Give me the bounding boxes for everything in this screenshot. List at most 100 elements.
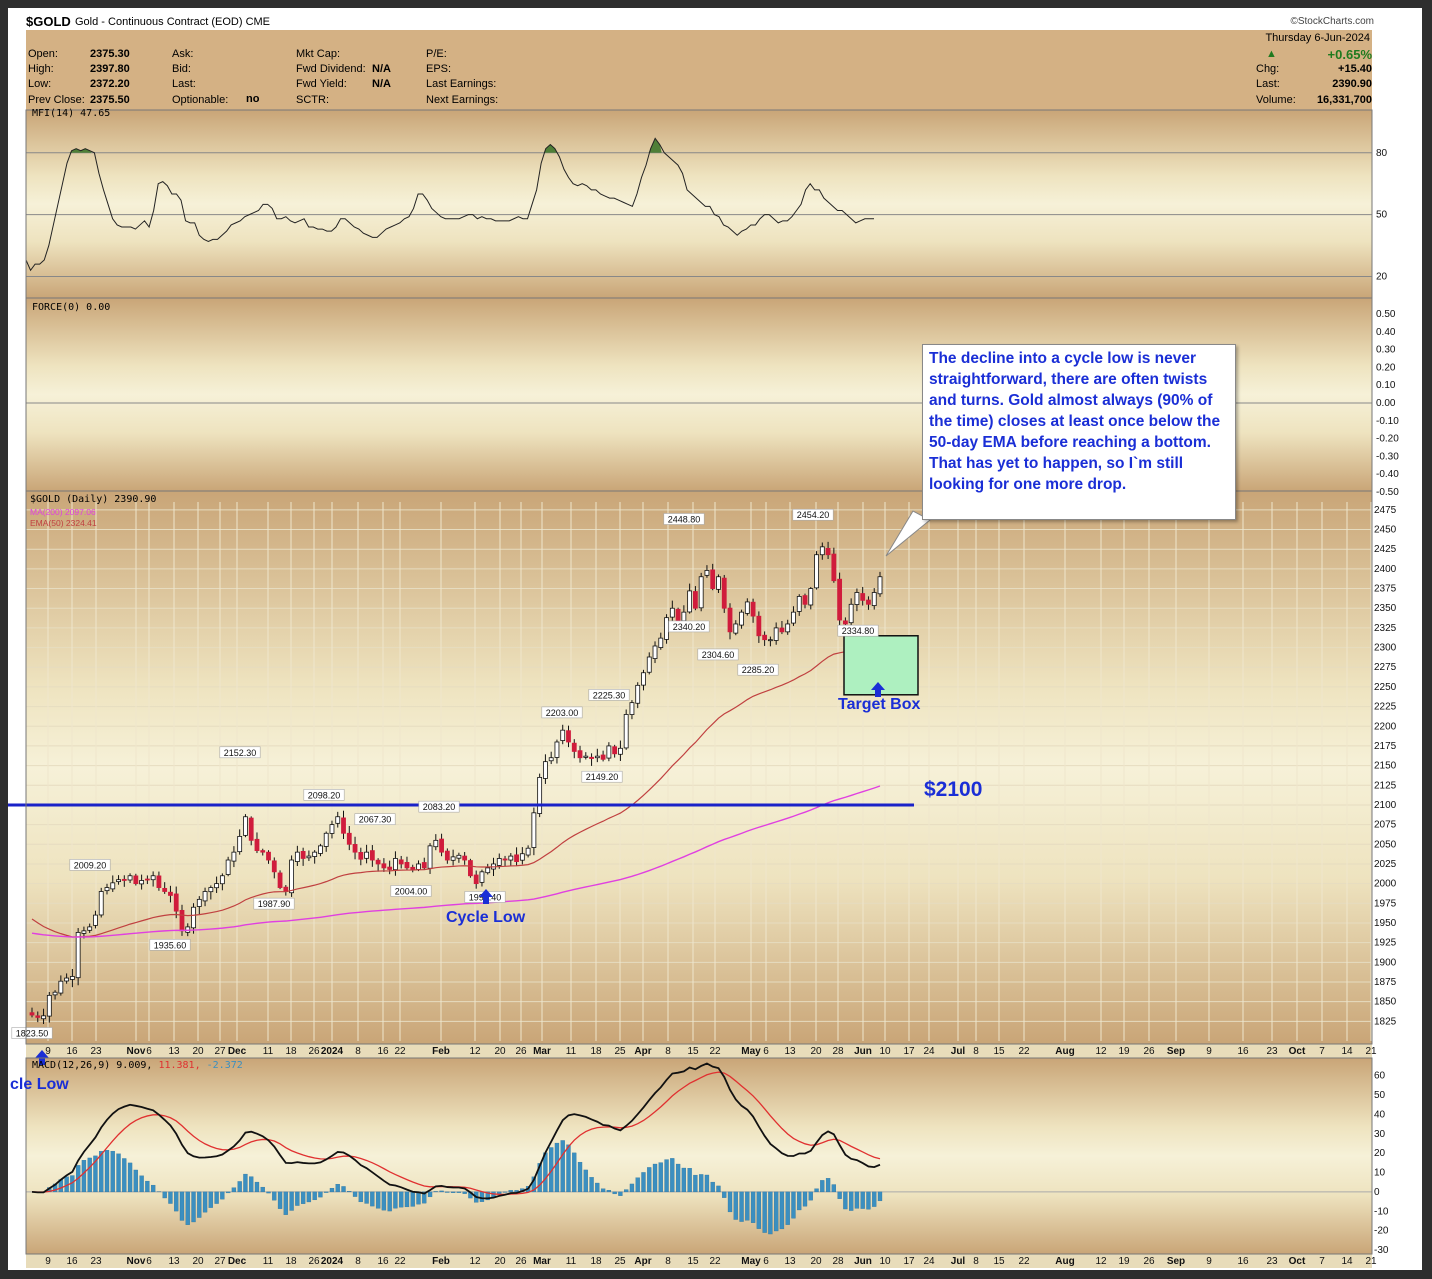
force-tick-label: 0.20: [1376, 362, 1396, 373]
macd-histogram-bar: [704, 1174, 710, 1193]
macd-histogram-bar: [768, 1191, 773, 1235]
macd-histogram-bar: [399, 1191, 404, 1208]
candle-body: [358, 852, 364, 860]
candle-body: [860, 593, 866, 601]
candle-body: [687, 590, 693, 613]
change-stat-value: +15.40: [1338, 63, 1372, 76]
macd-histogram-bar: [445, 1191, 450, 1193]
macd-histogram-bar: [756, 1191, 762, 1229]
candle-body: [606, 745, 612, 759]
candle-body: [716, 576, 721, 590]
candle-body: [646, 656, 652, 673]
change-stats: ▲ +0.65% Chg: +15.40 Last: 2390.90 Volume: 16,3…: [1256, 47, 1372, 108]
candle-body: [116, 879, 121, 883]
date-tick-label: 11: [566, 1046, 577, 1057]
macd-histogram-bar: [647, 1167, 652, 1193]
macd-histogram-bar: [370, 1191, 375, 1207]
date-tick-label-bottom: 22: [1018, 1256, 1030, 1267]
date-tick-label: Dec: [228, 1046, 247, 1057]
candle-body: [421, 862, 427, 869]
price-label: 2067.30: [359, 815, 392, 825]
candle-body: [502, 858, 508, 861]
price-label: 2149.20: [586, 772, 619, 782]
date-axis: [26, 1044, 1372, 1058]
price-label: 1935.60: [154, 940, 187, 950]
macd-histogram-bar: [831, 1184, 837, 1193]
fund-fwdyield-value: N/A: [372, 78, 391, 91]
price-label: 2203.00: [546, 708, 579, 718]
macd-histogram-bar: [347, 1191, 352, 1193]
candle-body: [150, 875, 156, 881]
macd-histogram-bar: [122, 1158, 127, 1193]
date-tick-label-bottom: 8: [973, 1256, 979, 1267]
quote-optionable: Optionable:: [172, 93, 228, 108]
macd-histogram-bar: [266, 1191, 271, 1194]
macd-histogram-bar: [750, 1191, 756, 1223]
candle-body: [837, 578, 843, 621]
date-tick-label: 25: [614, 1046, 626, 1057]
fundamentals: Mkt Cap: Fwd Dividend: N/A Fwd Yield: N/A SCT…: [296, 47, 391, 108]
change-stat-value: +0.65%: [1327, 47, 1372, 62]
macd-histogram-bar: [104, 1150, 110, 1193]
candle-body: [629, 702, 635, 715]
price-label-box: [581, 770, 623, 783]
macd-histogram-bar: [145, 1180, 150, 1193]
macd-histogram-bar: [537, 1163, 542, 1193]
annotation-callout: The decline into a cycle low is never st…: [922, 344, 1236, 520]
macd-histogram-bar: [220, 1191, 225, 1200]
date-tick-label: 6: [146, 1046, 152, 1057]
macd-histogram-bar: [179, 1191, 185, 1221]
macd-histogram-bar: [404, 1191, 410, 1208]
candle-body: [87, 926, 93, 931]
price-tick-label: 2475: [1374, 505, 1397, 516]
macd-histogram-bar: [191, 1191, 196, 1223]
ema50-legend: EMA(50) 2324.41: [30, 518, 97, 528]
macd-histogram-bar: [225, 1191, 231, 1194]
force-label: FORCE(0) 0.00: [32, 302, 111, 313]
mfi-overbought-fill: [648, 138, 662, 153]
earn-pe-label: P/E:: [426, 48, 447, 60]
fund-fwdyield: Fwd Yield: N/A: [296, 77, 391, 92]
date-tick-label: Apr: [634, 1046, 651, 1057]
candle-body: [848, 603, 854, 624]
macd-histogram-bar: [837, 1191, 842, 1199]
candle-body: [779, 627, 785, 633]
macd-histogram-bar: [589, 1177, 594, 1193]
fund-fwddividend: Fwd Dividend: N/A: [296, 62, 391, 77]
price-label: $GOLD (Daily) 2390.90: [30, 494, 157, 505]
macd-histogram-bar: [820, 1180, 825, 1193]
macd-histogram-bar: [87, 1157, 92, 1193]
force-tick-label: 0.50: [1376, 309, 1396, 320]
date-tick-label-bottom: 28: [832, 1256, 844, 1267]
candle-body: [404, 862, 410, 869]
candle-body: [346, 832, 352, 845]
price-tick-label: 2150: [1374, 761, 1397, 772]
chart-date: Thursday 6-Jun-2024: [1265, 32, 1370, 44]
candle-body: [721, 577, 727, 609]
candle-body: [577, 750, 583, 759]
price-label: 2285.20: [742, 665, 775, 675]
macd-histogram-bar: [560, 1140, 565, 1193]
macd-histogram-bar: [341, 1186, 346, 1193]
macd-histogram-bar: [797, 1191, 802, 1211]
macd-histogram-bar: [272, 1191, 277, 1201]
mfi-overbought-fill: [543, 144, 557, 153]
date-tick-label: 23: [90, 1046, 102, 1057]
price-panel: [26, 491, 1372, 1044]
fund-mktcap: Mkt Cap:: [296, 47, 366, 62]
panel-border: [25, 490, 1373, 1045]
date-tick-label: 7: [1319, 1046, 1325, 1057]
candle-body: [802, 595, 808, 605]
price-tick-label: 1825: [1374, 1016, 1397, 1027]
candle-body: [104, 887, 110, 892]
candle-body: [739, 611, 744, 626]
price-label-box: [354, 813, 396, 825]
macd-tick-label: -10: [1374, 1206, 1389, 1217]
macd-histogram-bar: [739, 1191, 744, 1222]
macd-histogram-bar: [174, 1191, 179, 1212]
date-tick-label: 15: [993, 1046, 1005, 1057]
candle-body: [29, 1012, 35, 1016]
earn-eps: EPS:: [426, 62, 498, 77]
change-stat-2: Last: 2390.90: [1256, 77, 1372, 92]
candle-body: [473, 874, 479, 885]
